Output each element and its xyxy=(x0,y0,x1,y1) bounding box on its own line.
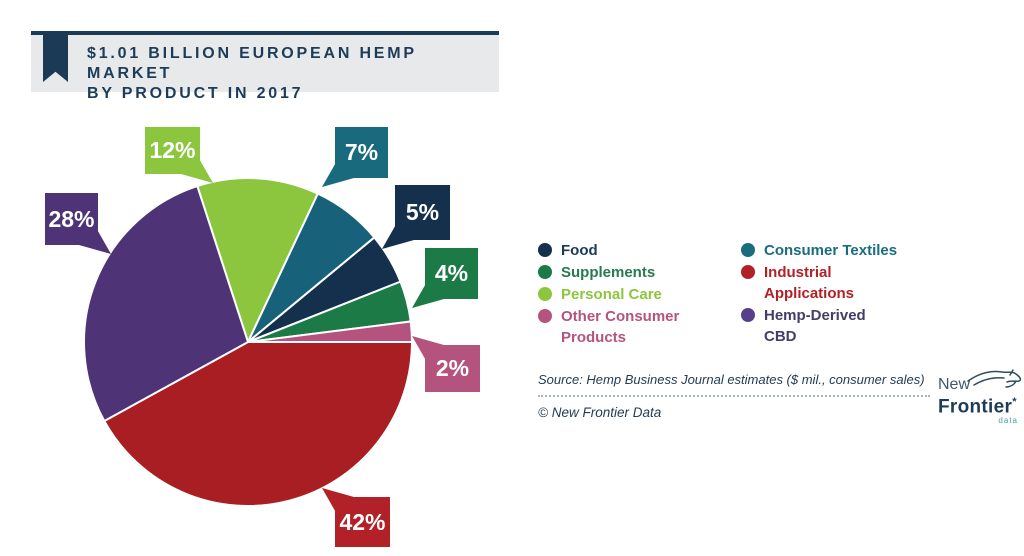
callout-value-food: 5% xyxy=(405,199,440,225)
new-frontier-logo: New Frontier* data xyxy=(934,369,1024,429)
legend-dot-other-consumer-products xyxy=(538,309,552,323)
legend-item-industrial-applications: Industrial Applications xyxy=(741,262,931,304)
footer: Source: Hemp Business Journal estimates … xyxy=(538,369,1022,425)
legend-label-food: Food xyxy=(561,242,598,259)
legend-item-food: Food xyxy=(538,240,741,261)
callout-personal-care: 12% xyxy=(145,127,213,183)
callout-value-hemp-derived-cbd: 28% xyxy=(48,205,95,232)
pie-chart xyxy=(83,177,414,507)
logo-text-new: New xyxy=(938,376,971,393)
callout-value-consumer-textiles: 7% xyxy=(344,139,379,165)
callout-consumer-textiles: 7% xyxy=(322,127,388,187)
legend-label-consumer-textiles: Consumer Textiles xyxy=(764,242,898,259)
legend-item-consumer-textiles: Consumer Textiles xyxy=(741,240,931,261)
header-accent-line xyxy=(31,31,499,35)
chart-title: $1.01 BILLION EUROPEAN HEMP MARKET BY PR… xyxy=(87,44,497,104)
logo-mark: * xyxy=(1012,396,1017,408)
legend: Food Supplements Personal Care Other Con… xyxy=(538,240,931,349)
legend-label-other-consumer-products: Other Consumer Products xyxy=(561,308,680,346)
legend-item-other-consumer-products: Other Consumer Products xyxy=(538,306,741,348)
title-box xyxy=(31,35,499,92)
legend-column-1: Food Supplements Personal Care Other Con… xyxy=(538,240,741,349)
legend-label-supplements: Supplements xyxy=(561,264,656,281)
legend-label-industrial-applications: Industrial Applications xyxy=(764,264,855,302)
horse-icon xyxy=(967,369,1022,388)
legend-dot-industrial-applications xyxy=(741,265,755,279)
legend-label-personal-care: Personal Care xyxy=(561,286,662,303)
callout-value-personal-care: 12% xyxy=(149,137,196,163)
pie-slice-industrial-applications xyxy=(102,341,414,507)
legend-dot-hemp-derived-cbd xyxy=(741,308,755,322)
pie-slice-personal-care xyxy=(196,177,320,345)
callout-industrial-applications: 42% xyxy=(322,488,390,547)
callout-tail-supplements xyxy=(412,285,444,308)
copyright-note: © New Frontier Data xyxy=(538,405,662,420)
dotted-divider xyxy=(538,395,930,397)
callout-value-other-consumer-products: 2% xyxy=(435,355,470,381)
legend-item-personal-care: Personal Care xyxy=(538,284,741,305)
chart-title-line2: BY PRODUCT IN 2017 xyxy=(87,85,304,102)
legend-dot-consumer-textiles xyxy=(741,243,755,257)
legend-item-supplements: Supplements xyxy=(538,262,741,283)
logo-text-data: data xyxy=(998,416,1018,426)
legend-dot-food xyxy=(538,243,552,257)
callout-supplements: 4% xyxy=(412,248,478,308)
legend-label-hemp-derived-cbd: Hemp-Derived CBD xyxy=(764,307,866,345)
callout-value-industrial-applications: 42% xyxy=(339,508,386,535)
legend-column-2: Consumer Textiles Industrial Application… xyxy=(741,240,931,349)
legend-dot-supplements xyxy=(538,265,552,279)
chart-title-line1: $1.01 BILLION EUROPEAN HEMP MARKET xyxy=(87,45,417,82)
callout-other-consumer-products: 2% xyxy=(412,336,480,392)
callout-hemp-derived-cbd: 28% xyxy=(45,193,111,254)
legend-item-hemp-derived-cbd: Hemp-Derived CBD xyxy=(741,305,931,347)
source-note: Source: Hemp Business Journal estimates … xyxy=(538,372,925,387)
logo-text-frontier: Frontier* xyxy=(938,396,1017,418)
pie-slice-hemp-derived-cbd xyxy=(83,184,250,423)
callout-food: 5% xyxy=(382,185,450,249)
callout-value-supplements: 4% xyxy=(434,260,469,286)
legend-dot-personal-care xyxy=(538,287,552,301)
